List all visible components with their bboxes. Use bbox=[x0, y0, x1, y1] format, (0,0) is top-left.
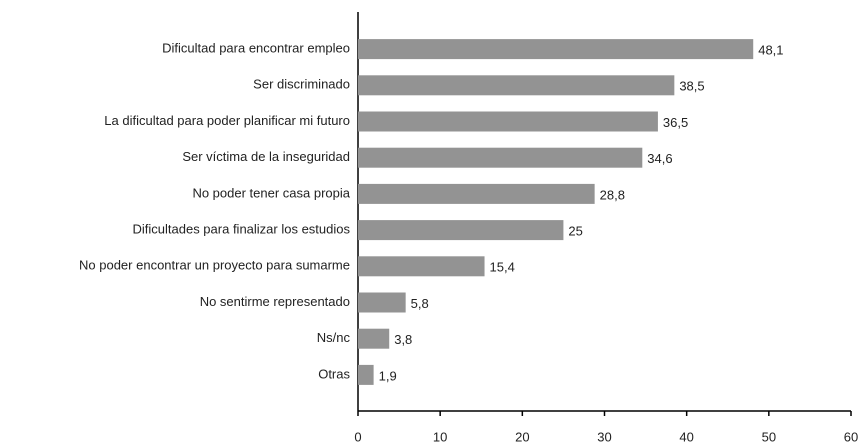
x-tick-label: 20 bbox=[515, 429, 529, 444]
y-tick-label: Ser discriminado bbox=[253, 77, 350, 92]
y-tick-label: Dificultad para encontrar empleo bbox=[162, 41, 350, 56]
bar bbox=[358, 111, 658, 132]
y-tick-label: Ser víctima de la inseguridad bbox=[182, 149, 350, 164]
value-label: 1,9 bbox=[379, 368, 397, 383]
bar bbox=[358, 364, 374, 385]
x-tick-label: 0 bbox=[354, 429, 361, 444]
bar bbox=[358, 256, 485, 277]
bar bbox=[358, 220, 564, 241]
y-tick-label: No sentirme representado bbox=[200, 294, 350, 309]
bar bbox=[358, 147, 643, 168]
x-tick-label: 30 bbox=[597, 429, 611, 444]
y-tick-label: No poder tener casa propia bbox=[192, 185, 350, 200]
value-label: 25 bbox=[568, 224, 582, 239]
bar bbox=[358, 183, 595, 204]
x-tick-label: 10 bbox=[433, 429, 447, 444]
value-label: 34,6 bbox=[647, 151, 672, 166]
x-tick-label: 40 bbox=[679, 429, 693, 444]
x-tick-label: 50 bbox=[762, 429, 776, 444]
value-label: 48,1 bbox=[758, 43, 783, 58]
bar bbox=[358, 292, 406, 313]
value-label: 36,5 bbox=[663, 115, 688, 130]
value-label: 38,5 bbox=[679, 79, 704, 94]
bar bbox=[358, 39, 754, 60]
y-tick-label: Otras bbox=[318, 366, 350, 381]
y-tick-label: Ns/nc bbox=[317, 330, 351, 345]
value-label: 15,4 bbox=[490, 260, 515, 275]
y-tick-label: No poder encontrar un proyecto para suma… bbox=[79, 258, 350, 273]
bar bbox=[358, 75, 675, 96]
value-label: 28,8 bbox=[600, 187, 625, 202]
value-label: 5,8 bbox=[411, 296, 429, 311]
y-tick-label: La dificultad para poder planificar mi f… bbox=[104, 113, 350, 128]
x-tick-label: 60 bbox=[844, 429, 858, 444]
y-tick-label: Dificultades para finalizar los estudios bbox=[133, 222, 351, 237]
bar bbox=[358, 328, 390, 349]
value-label: 3,8 bbox=[394, 332, 412, 347]
